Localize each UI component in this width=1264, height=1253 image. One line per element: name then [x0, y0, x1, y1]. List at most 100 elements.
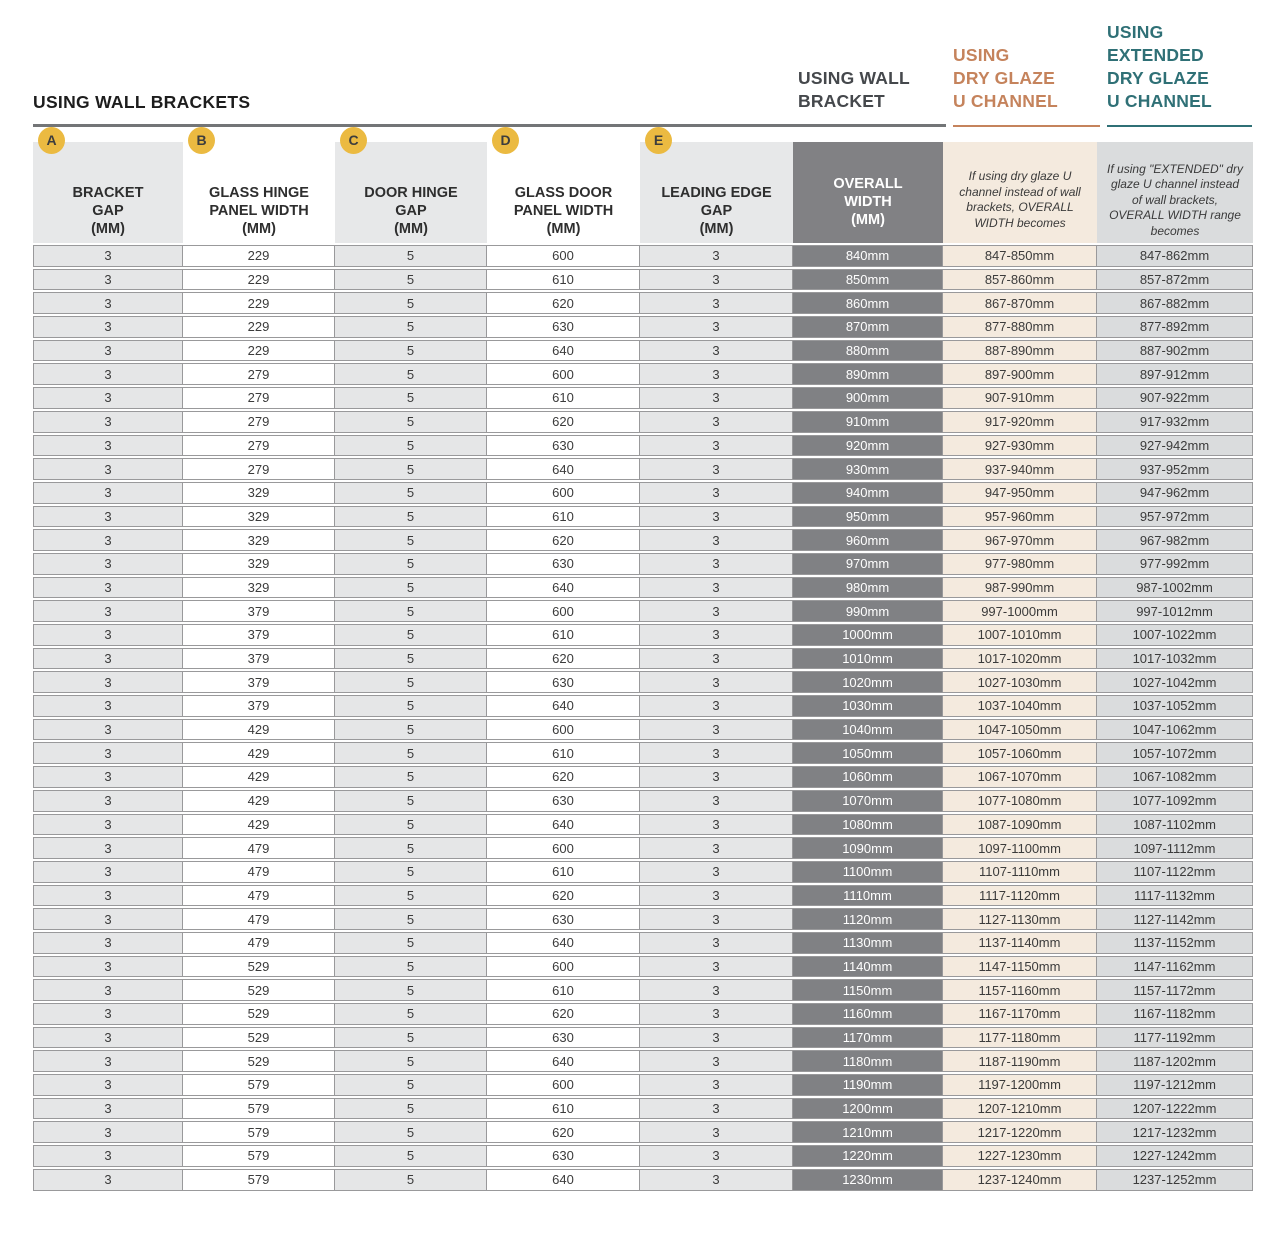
cell: 5 [335, 884, 487, 907]
cell: 1120mm [793, 908, 943, 930]
group-title-wall-bracket: USING WALL BRACKET [798, 68, 910, 111]
cell: 3 [33, 624, 183, 646]
cell: 5 [335, 481, 487, 504]
cell: 379 [183, 600, 335, 622]
dry-glaze-underline [953, 125, 1100, 127]
table-row: 3 229 5 610 3 850mm 857-860mm 857-872mm [33, 268, 1253, 291]
cell: 1227-1230mm [943, 1145, 1097, 1167]
cell: 3 [640, 339, 793, 362]
table-row: 3 429 5 640 3 1080mm 1087-1090mm 1087-1102mm [33, 813, 1253, 836]
cell: 579 [183, 1097, 335, 1120]
cell: 1217-1220mm [943, 1121, 1097, 1144]
cell: 1037-1052mm [1097, 695, 1253, 717]
cell: 957-972mm [1097, 505, 1253, 528]
cell: 3 [640, 458, 793, 480]
cell: 1087-1090mm [943, 813, 1097, 836]
cell: 610 [487, 979, 640, 1001]
table-row: 3 379 5 610 3 1000mm 1007-1010mm 1007-1022mm [33, 624, 1253, 646]
cell: 5 [335, 1050, 487, 1073]
table-row: 3 529 5 630 3 1170mm 1177-1180mm 1177-1192mm [33, 1026, 1253, 1049]
cell: 5 [335, 1074, 487, 1096]
cell: 3 [33, 410, 183, 433]
cell: 1007-1022mm [1097, 624, 1253, 646]
cell: 1180mm [793, 1050, 943, 1073]
table-row: 3 329 5 600 3 940mm 947-950mm 947-962mm [33, 481, 1253, 504]
cell: 1200mm [793, 1097, 943, 1120]
cell: 1147-1162mm [1097, 955, 1253, 978]
cell: 3 [640, 671, 793, 694]
cell: 279 [183, 410, 335, 433]
cell: 987-990mm [943, 576, 1097, 599]
cell: 1017-1032mm [1097, 647, 1253, 670]
cell: 3 [33, 860, 183, 883]
cell: 620 [487, 766, 640, 788]
cell: 630 [487, 908, 640, 930]
cell: 1067-1070mm [943, 766, 1097, 788]
cell: 857-860mm [943, 268, 1097, 291]
column-header-label: If using dry glaze U channel instead of … [959, 169, 1081, 230]
page-title: USING WALL BRACKETS [33, 92, 251, 112]
table-row: 3 479 5 620 3 1110mm 1117-1120mm 1117-1132mm [33, 884, 1253, 907]
cell: 429 [183, 789, 335, 812]
cell: 3 [640, 245, 793, 267]
cell: 877-892mm [1097, 316, 1253, 338]
cell: 3 [33, 268, 183, 291]
table-row: 3 279 5 630 3 920mm 927-930mm 927-942mm [33, 434, 1253, 457]
cell: 5 [335, 1003, 487, 1025]
table-row: 3 379 5 620 3 1010mm 1017-1020mm 1017-1032mm [33, 647, 1253, 670]
cell: 3 [640, 505, 793, 528]
cell: 1237-1240mm [943, 1168, 1097, 1191]
column-header-overall-width: OVERALL WIDTH (MM) [793, 142, 943, 243]
cell: 5 [335, 908, 487, 930]
table-row: 3 279 5 600 3 890mm 897-900mm 897-912mm [33, 363, 1253, 386]
cell: 957-960mm [943, 505, 1097, 528]
cell: 3 [640, 529, 793, 551]
cell: 479 [183, 908, 335, 930]
cell: 5 [335, 837, 487, 859]
cell: 3 [33, 292, 183, 315]
cell: 977-992mm [1097, 552, 1253, 575]
cell: 1080mm [793, 813, 943, 836]
cell: 1037-1040mm [943, 695, 1097, 717]
cell: 529 [183, 955, 335, 978]
cell: 5 [335, 624, 487, 646]
table-row: 3 579 5 640 3 1230mm 1237-1240mm 1237-1252mm [33, 1168, 1253, 1191]
cell: 1170mm [793, 1026, 943, 1049]
group-title-dry-glaze: USING DRY GLAZE U CHANNEL [953, 45, 1058, 111]
table-row: 3 579 5 630 3 1220mm 1227-1230mm 1227-1242mm [33, 1145, 1253, 1167]
cell: 429 [183, 766, 335, 788]
table-row: 3 479 5 610 3 1100mm 1107-1110mm 1107-1122mm [33, 860, 1253, 883]
cell: 1127-1130mm [943, 908, 1097, 930]
cell: 620 [487, 410, 640, 433]
cell: 3 [33, 1145, 183, 1167]
cell: 579 [183, 1145, 335, 1167]
cell: 1007-1010mm [943, 624, 1097, 646]
cell: 3 [33, 766, 183, 788]
cell: 5 [335, 1026, 487, 1049]
cell: 3 [33, 576, 183, 599]
cell: 1010mm [793, 647, 943, 670]
cell: 3 [640, 1121, 793, 1144]
badge-d: D [492, 127, 519, 154]
table-row: 3 429 5 630 3 1070mm 1077-1080mm 1077-1092mm [33, 789, 1253, 812]
cell: 630 [487, 316, 640, 338]
cell: 1097-1100mm [943, 837, 1097, 859]
cell: 3 [640, 624, 793, 646]
cell: 3 [640, 979, 793, 1001]
cell: 479 [183, 837, 335, 859]
cell: 1090mm [793, 837, 943, 859]
cell: 479 [183, 931, 335, 954]
cell: 1077-1092mm [1097, 789, 1253, 812]
cell: 579 [183, 1074, 335, 1096]
table-row: 3 479 5 630 3 1120mm 1127-1130mm 1127-1142mm [33, 908, 1253, 930]
cell: 907-910mm [943, 387, 1097, 409]
cell: 5 [335, 671, 487, 694]
cell: 840mm [793, 245, 943, 267]
cell: 1190mm [793, 1074, 943, 1096]
cell: 579 [183, 1168, 335, 1191]
cell: 3 [33, 316, 183, 338]
cell: 630 [487, 552, 640, 575]
table-row: 3 579 5 610 3 1200mm 1207-1210mm 1207-1222mm [33, 1097, 1253, 1120]
cell: 857-872mm [1097, 268, 1253, 291]
